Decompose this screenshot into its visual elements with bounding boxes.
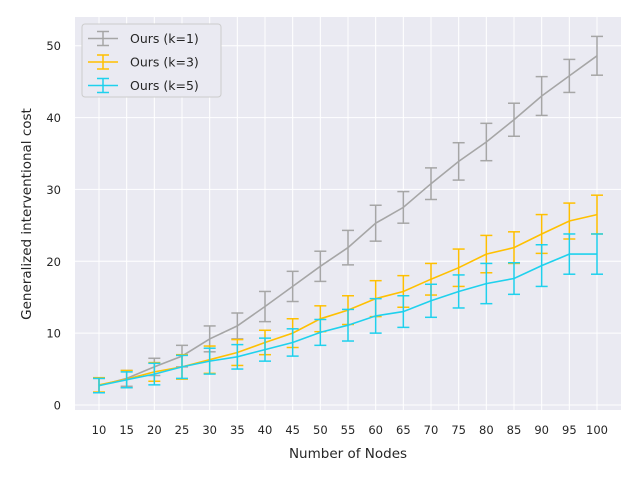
x-tick-label: 40 <box>258 423 273 437</box>
x-tick-label: 70 <box>424 423 439 437</box>
x-tick-label: 25 <box>175 423 190 437</box>
legend-label: Ours (k=5) <box>130 78 199 93</box>
series-3 <box>93 233 603 394</box>
x-tick-label: 45 <box>285 423 300 437</box>
x-tick-label: 10 <box>92 423 107 437</box>
y-tick-label: 20 <box>46 255 61 269</box>
y-tick-label: 0 <box>54 398 61 412</box>
legend-entry: Ours (k=3) <box>88 54 199 70</box>
legend-label: Ours (k=1) <box>130 31 199 46</box>
legend-entry: Ours (k=1) <box>88 30 199 47</box>
y-tick-label: 30 <box>46 183 61 197</box>
x-tick-label: 50 <box>313 423 328 437</box>
series-line <box>98 253 597 387</box>
x-tick-label: 75 <box>451 423 466 437</box>
y-tick-labels: 0 10 20 30 40 50 <box>46 39 61 412</box>
x-tick-label: 20 <box>147 423 162 437</box>
x-tick-label: 60 <box>368 423 383 437</box>
legend-box <box>81 23 222 98</box>
x-axis-label: Number of Nodes <box>289 446 407 462</box>
x-tick-label: 90 <box>534 423 549 437</box>
y-tick-label: 50 <box>46 39 61 53</box>
legend: Ours (k=1) Ours (k=3) Ours (k=5) <box>81 23 222 98</box>
x-tick-labels: 10 15 20 25 30 35 40 45 50 55 60 65 70 75 80 85 90 95 100 <box>92 423 608 437</box>
x-tick-label: 85 <box>507 423 522 437</box>
y-tick-label: 10 <box>46 327 61 341</box>
legend-label: Ours (k=3) <box>130 55 199 70</box>
x-tick-label: 80 <box>479 423 494 437</box>
x-tick-label: 100 <box>586 423 608 437</box>
legend-entries: Ours (k=1) Ours (k=3) Ours (k=5) <box>88 30 199 94</box>
y-axis-label: Generalized interventional cost <box>19 108 35 320</box>
y-tick-label: 40 <box>46 111 61 125</box>
x-tick-label: 35 <box>230 423 245 437</box>
series-layer <box>93 35 603 394</box>
x-tick-label: 65 <box>396 423 411 437</box>
x-tick-label: 15 <box>119 423 134 437</box>
x-tick-label: 30 <box>202 423 217 437</box>
x-tick-label: 95 <box>562 423 577 437</box>
x-tick-label: 55 <box>341 423 356 437</box>
legend-entry: Ours (k=5) <box>88 77 199 94</box>
